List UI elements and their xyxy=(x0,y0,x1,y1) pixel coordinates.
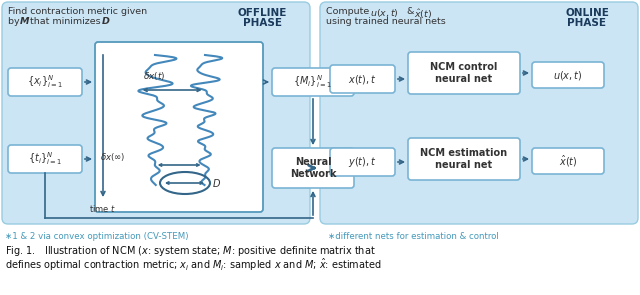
Text: Find contraction metric given: Find contraction metric given xyxy=(8,7,147,16)
Text: $\hat{x}(t)$: $\hat{x}(t)$ xyxy=(414,7,432,21)
Text: OFFLINE: OFFLINE xyxy=(237,8,287,18)
Text: $\delta x(\infty)$: $\delta x(\infty)$ xyxy=(100,151,125,163)
Text: $y(t), t$: $y(t), t$ xyxy=(348,155,376,169)
Text: Compute: Compute xyxy=(326,7,372,16)
FancyBboxPatch shape xyxy=(532,148,604,174)
Text: $D$: $D$ xyxy=(212,177,221,189)
Text: by: by xyxy=(8,17,22,26)
Text: Fig. 1.   Illustration of NCM ($x$: system state; $M$: positive definite matrix : Fig. 1. Illustration of NCM ($x$: system… xyxy=(5,244,376,258)
FancyBboxPatch shape xyxy=(272,148,354,188)
Text: NCM control
neural net: NCM control neural net xyxy=(430,62,498,84)
FancyBboxPatch shape xyxy=(272,68,354,96)
Text: defines optimal contraction metric; $x_i$ and $M_i$: sampled $x$ and $M$; $\hat{: defines optimal contraction metric; $x_i… xyxy=(5,257,381,273)
Text: $\{t_i\}_{i=1}^N$: $\{t_i\}_{i=1}^N$ xyxy=(28,151,62,167)
Text: $\{M_i\}_{i=1}^N$: $\{M_i\}_{i=1}^N$ xyxy=(294,73,333,90)
Text: ONLINE: ONLINE xyxy=(565,8,609,18)
Text: time $t$: time $t$ xyxy=(90,203,116,214)
FancyBboxPatch shape xyxy=(2,2,310,224)
Text: &: & xyxy=(404,7,417,16)
FancyBboxPatch shape xyxy=(408,138,520,180)
FancyBboxPatch shape xyxy=(532,62,604,88)
Text: $u(x, t)$: $u(x, t)$ xyxy=(553,68,583,81)
Text: using trained neural nets: using trained neural nets xyxy=(326,17,445,26)
Text: $\hat{x}(t)$: $\hat{x}(t)$ xyxy=(559,153,577,169)
FancyBboxPatch shape xyxy=(330,65,395,93)
Text: ∗different nets for estimation & control: ∗different nets for estimation & control xyxy=(328,232,499,241)
FancyBboxPatch shape xyxy=(95,42,263,212)
Text: that minimizes: that minimizes xyxy=(27,17,104,26)
Text: $\{x_i\}_{i=1}^N$: $\{x_i\}_{i=1}^N$ xyxy=(27,73,63,90)
FancyBboxPatch shape xyxy=(320,2,638,224)
Text: PHASE: PHASE xyxy=(243,18,282,28)
Text: M: M xyxy=(20,17,29,26)
Text: $x(t), t$: $x(t), t$ xyxy=(348,73,376,86)
FancyBboxPatch shape xyxy=(330,148,395,176)
FancyBboxPatch shape xyxy=(408,52,520,94)
Text: $u(x, t)$: $u(x, t)$ xyxy=(370,7,399,19)
FancyBboxPatch shape xyxy=(8,145,82,173)
Text: ∗1 & 2 via convex optimization (CV-STEM): ∗1 & 2 via convex optimization (CV-STEM) xyxy=(5,232,189,241)
Text: $\delta x(t)$: $\delta x(t)$ xyxy=(143,70,165,82)
FancyBboxPatch shape xyxy=(8,68,82,96)
Text: D: D xyxy=(102,17,110,26)
Text: PHASE: PHASE xyxy=(568,18,607,28)
Text: NCM estimation
neural net: NCM estimation neural net xyxy=(420,148,508,170)
Text: Neural
Network: Neural Network xyxy=(290,157,336,179)
